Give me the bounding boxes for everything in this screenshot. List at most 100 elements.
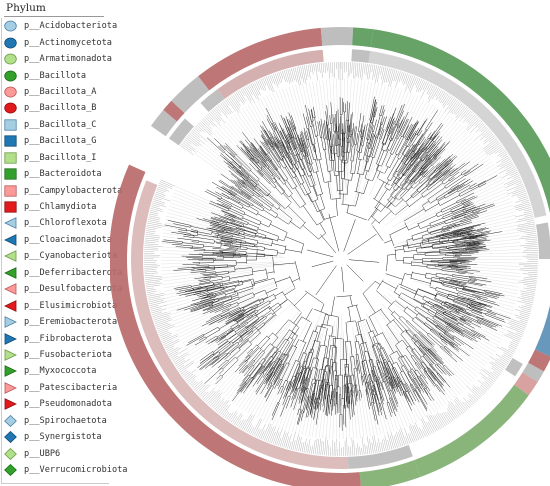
legend-item-label: p__Desulfobacterota (24, 284, 123, 295)
legend-title: Phylum (6, 2, 46, 14)
square-swatch-icon (4, 152, 17, 164)
legend-item-label: p__Fibrobacterota (24, 333, 112, 344)
legend-item-label: p__Fusobacteriota (24, 349, 112, 360)
square-swatch-icon (4, 201, 17, 213)
play-swatch-icon (4, 365, 17, 378)
inner-ring-segment (535, 222, 550, 259)
legend-item: p__Campylobacterota (4, 182, 122, 198)
triangle-swatch-icon (4, 217, 17, 230)
legend-item: p__Armatimonadota (4, 51, 116, 67)
legend-item-label: p__Eremiobacterota (24, 317, 118, 328)
legend-item-label: p__Bacillota_B (24, 103, 97, 114)
triangle-swatch-icon (4, 234, 17, 246)
inner-ring-segment (200, 89, 225, 112)
legend-item: p__Bacillota_B (4, 100, 116, 116)
play-swatch-icon (4, 349, 17, 361)
phylum-ring-segment (171, 76, 210, 114)
legend-item-label: p__Armatimonadota (24, 54, 112, 65)
phylum-ring-segment (522, 362, 544, 382)
play-swatch-icon (4, 316, 17, 328)
inner-ring-segment (217, 49, 324, 99)
inner-ring-segment (505, 358, 523, 377)
legend-item: p__Elusimicrobiota (4, 297, 118, 313)
tree-branches (161, 96, 511, 431)
legend-item: p__Bacteroidota (4, 166, 116, 182)
legend-item-label: p__Chlamydiota (24, 202, 97, 213)
phylum-ring-segment (359, 460, 421, 486)
legend-item-label: p__Pseudomonadota (24, 399, 112, 410)
ellipse-swatch-icon (4, 37, 17, 49)
legend-item: p__Cloacimonadota (4, 232, 116, 248)
legend-item-label: p__Acidobacteriota (24, 21, 118, 32)
legend-item-label: p__Chloroflexota (24, 218, 107, 229)
legend-item-label: p__Cloacimonadota (24, 234, 112, 245)
ellipse-swatch-icon (4, 53, 17, 65)
legend-item: p__Patescibacteria (4, 380, 118, 396)
phylum-ring-segment (150, 109, 178, 137)
legend-item: p__Bacillota_A (4, 84, 116, 100)
legend-frame (1, 18, 109, 484)
inner-ring-segment (368, 51, 547, 218)
diamond-swatch-icon (4, 464, 17, 477)
legend-item: p__Verrucomicrobiota (4, 462, 127, 478)
phylum-ring-segment (528, 349, 550, 372)
diamond-swatch-icon (4, 414, 17, 427)
legend-item-label: p__Spirochaetota (24, 415, 107, 426)
legend-item-label: p__Verrucomicrobiota (24, 465, 128, 476)
legend-item-label: p__Cyanobacteriota (24, 251, 118, 262)
square-swatch-icon (4, 135, 17, 147)
phylum-ring-segment (514, 372, 538, 396)
legend-item: p__Fibrobacterota (4, 330, 116, 346)
legend-item-label: p__Myxococcota (24, 366, 97, 377)
circular-phylogenetic-tree (110, 27, 550, 486)
leaf-ticks (143, 61, 539, 457)
legend-item: p__Actinomycetota (4, 34, 116, 50)
phylum-ring-segment (370, 29, 550, 214)
legend-item: p__Myxococcota (4, 363, 116, 379)
inner-ring-segment (130, 180, 349, 469)
play-swatch-icon (4, 398, 17, 411)
phylum-ring-segment (320, 27, 341, 46)
square-swatch-icon (4, 184, 17, 197)
legend-item-label: p__Bacillota (24, 70, 87, 81)
legend-item-label: p__Elusimicrobiota (24, 300, 118, 311)
legend-divider (4, 16, 104, 17)
ellipse-swatch-icon (4, 86, 17, 98)
inner-ring-segment (347, 445, 413, 469)
legend-item-label: p__Bacillota_C (24, 119, 97, 130)
legend-item: p__Acidobacteriota (4, 18, 118, 34)
phylum-ring-segment (163, 100, 185, 122)
legend-item-label: p__Bacillota_G (24, 136, 97, 147)
triangle-swatch-icon (4, 250, 17, 263)
legend-item: p__Spirochaetota (4, 413, 116, 429)
legend-item: p__Fusobacteriota (4, 347, 116, 363)
inner-ring-segment (351, 49, 371, 63)
legend-item-label: p__Campylobacterota (24, 185, 123, 196)
phylum-ring-segment (198, 27, 323, 91)
play-swatch-icon (4, 332, 17, 345)
legend-item: p__Bacillota_I (4, 150, 116, 166)
legend-item: p__Synergistota (4, 429, 116, 445)
legend-item: p__Chlamydiota (4, 199, 116, 215)
phylum-ring-segment (534, 304, 550, 357)
triangle-swatch-icon (4, 299, 17, 312)
legend-item-label: p__Patescibacteria (24, 382, 118, 393)
ellipse-swatch-icon (4, 102, 17, 114)
legend-item-label: p__Synergistota (24, 432, 102, 443)
legend-item: p__Bacillota (4, 67, 116, 83)
square-swatch-icon (4, 119, 17, 131)
diamond-swatch-icon (4, 447, 17, 460)
legend-item-label: p__Bacteroidota (24, 169, 102, 180)
legend-list: p__Acidobacteriota p__Actinomycetota p__Ar… (4, 18, 127, 478)
ellipse-swatch-icon (4, 20, 17, 32)
phylum-ring-segment (110, 164, 361, 486)
ellipse-swatch-icon (4, 70, 17, 82)
phylum-ring-segment (352, 27, 374, 48)
legend-item: p__Deferribacterota (4, 265, 122, 281)
diamond-swatch-icon (4, 431, 17, 444)
legend-item: p__Desulfobacterota (4, 281, 122, 297)
legend-item: p__Cyanobacteriota (4, 248, 118, 264)
phylum-ring-segment (341, 27, 354, 46)
legend-item: p__UBP6 (4, 445, 116, 461)
legend-item-label: p__UBP6 (24, 448, 61, 459)
